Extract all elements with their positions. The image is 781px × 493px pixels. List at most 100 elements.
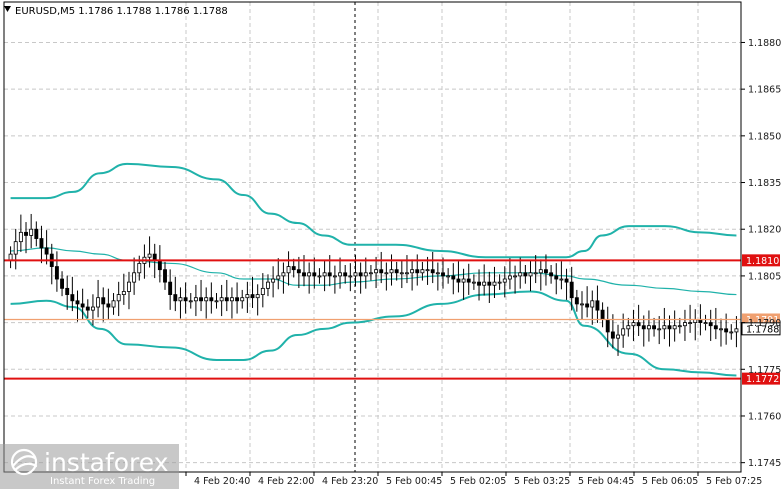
candle-body <box>368 272 373 275</box>
candle-body <box>600 309 605 320</box>
candle-body <box>410 269 415 274</box>
candle <box>569 266 574 311</box>
x-tick-label: 5 Feb 00:45 <box>386 476 442 487</box>
candle <box>286 251 291 286</box>
candle-body <box>209 297 214 302</box>
candle <box>276 258 281 290</box>
candle-body <box>183 297 188 302</box>
candle <box>683 309 687 341</box>
candle <box>291 258 296 278</box>
candle-body <box>255 294 260 299</box>
y-tick-label: 1.1745 <box>748 458 781 469</box>
candle-body <box>101 297 106 305</box>
candle-body <box>729 331 734 334</box>
candle-body <box>286 266 291 274</box>
candle-body <box>343 272 348 277</box>
candle-body <box>405 272 409 275</box>
candle <box>85 299 90 318</box>
candle <box>574 289 579 312</box>
candle-body <box>482 281 487 286</box>
candle-body <box>214 300 219 303</box>
candle <box>116 281 121 317</box>
candle-body <box>471 281 476 284</box>
candle <box>224 279 229 312</box>
candle-body <box>641 325 646 330</box>
candle <box>368 265 373 281</box>
candle <box>34 221 39 247</box>
candle <box>80 288 85 320</box>
candle-body <box>528 272 533 277</box>
candle-body <box>312 272 317 277</box>
candle <box>260 273 265 308</box>
candle-body <box>523 272 528 277</box>
candle <box>75 290 80 322</box>
candle <box>538 259 543 291</box>
candle <box>271 266 276 298</box>
candle <box>667 315 672 347</box>
candle-body <box>338 272 342 277</box>
candle-body <box>266 281 270 289</box>
candle <box>121 273 126 305</box>
candle-body <box>430 269 435 274</box>
candle-body <box>127 281 131 292</box>
candle-body <box>631 322 636 327</box>
candle-body <box>554 275 559 280</box>
candle <box>435 262 440 291</box>
candle-body <box>70 294 75 302</box>
x-tick-label: 5 Feb 06:05 <box>642 476 698 487</box>
candle-body <box>245 294 250 299</box>
level-label: 1.1772 <box>746 374 779 385</box>
candle <box>492 266 497 299</box>
candle-body <box>616 334 620 339</box>
candle <box>502 266 507 298</box>
candle <box>657 316 662 345</box>
candle-body <box>585 303 590 308</box>
candle <box>703 314 708 331</box>
candle <box>580 291 584 320</box>
candle-body <box>379 269 384 274</box>
candle-body <box>106 303 111 308</box>
candle <box>482 264 487 296</box>
candle-body <box>667 325 672 330</box>
candle <box>394 261 399 281</box>
candle-body <box>157 259 162 271</box>
candle-body <box>456 278 461 283</box>
candle-body <box>173 294 178 302</box>
candle-body <box>384 272 389 275</box>
candle-body <box>672 325 677 330</box>
candle <box>626 317 631 337</box>
candle <box>13 228 18 270</box>
candle <box>399 260 404 289</box>
candle <box>688 304 693 333</box>
watermark: instaforex Instant Forex Trading <box>0 444 179 489</box>
candle <box>24 222 28 254</box>
candle-body <box>549 272 554 277</box>
candle-body <box>54 266 59 280</box>
candle <box>307 262 312 294</box>
candle <box>477 269 481 301</box>
candle <box>363 257 368 289</box>
candle <box>677 317 682 334</box>
watermark-brand: instaforex <box>44 448 169 477</box>
y-tick-label: 1.1865 <box>748 85 781 96</box>
candle <box>29 213 34 249</box>
dropdown-triangle-icon[interactable] <box>4 6 11 12</box>
candle-body <box>513 275 518 278</box>
candle-body <box>250 294 255 299</box>
x-tick-label: 5 Feb 02:05 <box>450 476 506 487</box>
candle <box>446 268 451 284</box>
candle <box>60 271 64 297</box>
candlestick-series <box>8 213 739 356</box>
candle-body <box>204 297 209 302</box>
candle <box>250 276 255 308</box>
candle-body <box>683 322 687 327</box>
candle-body <box>188 300 193 303</box>
candle <box>101 287 106 322</box>
candle <box>163 261 167 290</box>
candle-body <box>291 266 296 271</box>
candle-body <box>281 272 286 277</box>
candle <box>173 276 178 312</box>
candle-body <box>492 281 497 286</box>
candle-body <box>163 269 167 283</box>
candle <box>255 284 260 316</box>
